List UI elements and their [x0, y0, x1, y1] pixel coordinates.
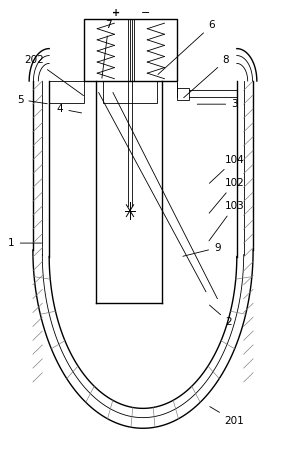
Text: 7: 7 [102, 20, 112, 78]
Text: 4: 4 [57, 104, 82, 114]
Bar [177, 88, 189, 100]
Text: 2: 2 [209, 305, 232, 327]
Text: +: + [112, 8, 120, 18]
Text: 8: 8 [184, 55, 229, 98]
Text: 202: 202 [24, 55, 84, 95]
Text: 6: 6 [158, 20, 215, 75]
Text: 102: 102 [209, 178, 245, 213]
Bar [84, 19, 177, 81]
Bar [103, 81, 157, 103]
Text: 201: 201 [210, 407, 245, 426]
Text: 5: 5 [17, 94, 47, 105]
Text: 103: 103 [209, 201, 245, 241]
Text: 9: 9 [183, 243, 221, 257]
Text: −: − [141, 8, 150, 18]
Text: 104: 104 [209, 155, 245, 183]
Text: 3: 3 [197, 99, 238, 109]
Text: 1: 1 [8, 238, 41, 248]
Bar [49, 81, 84, 103]
